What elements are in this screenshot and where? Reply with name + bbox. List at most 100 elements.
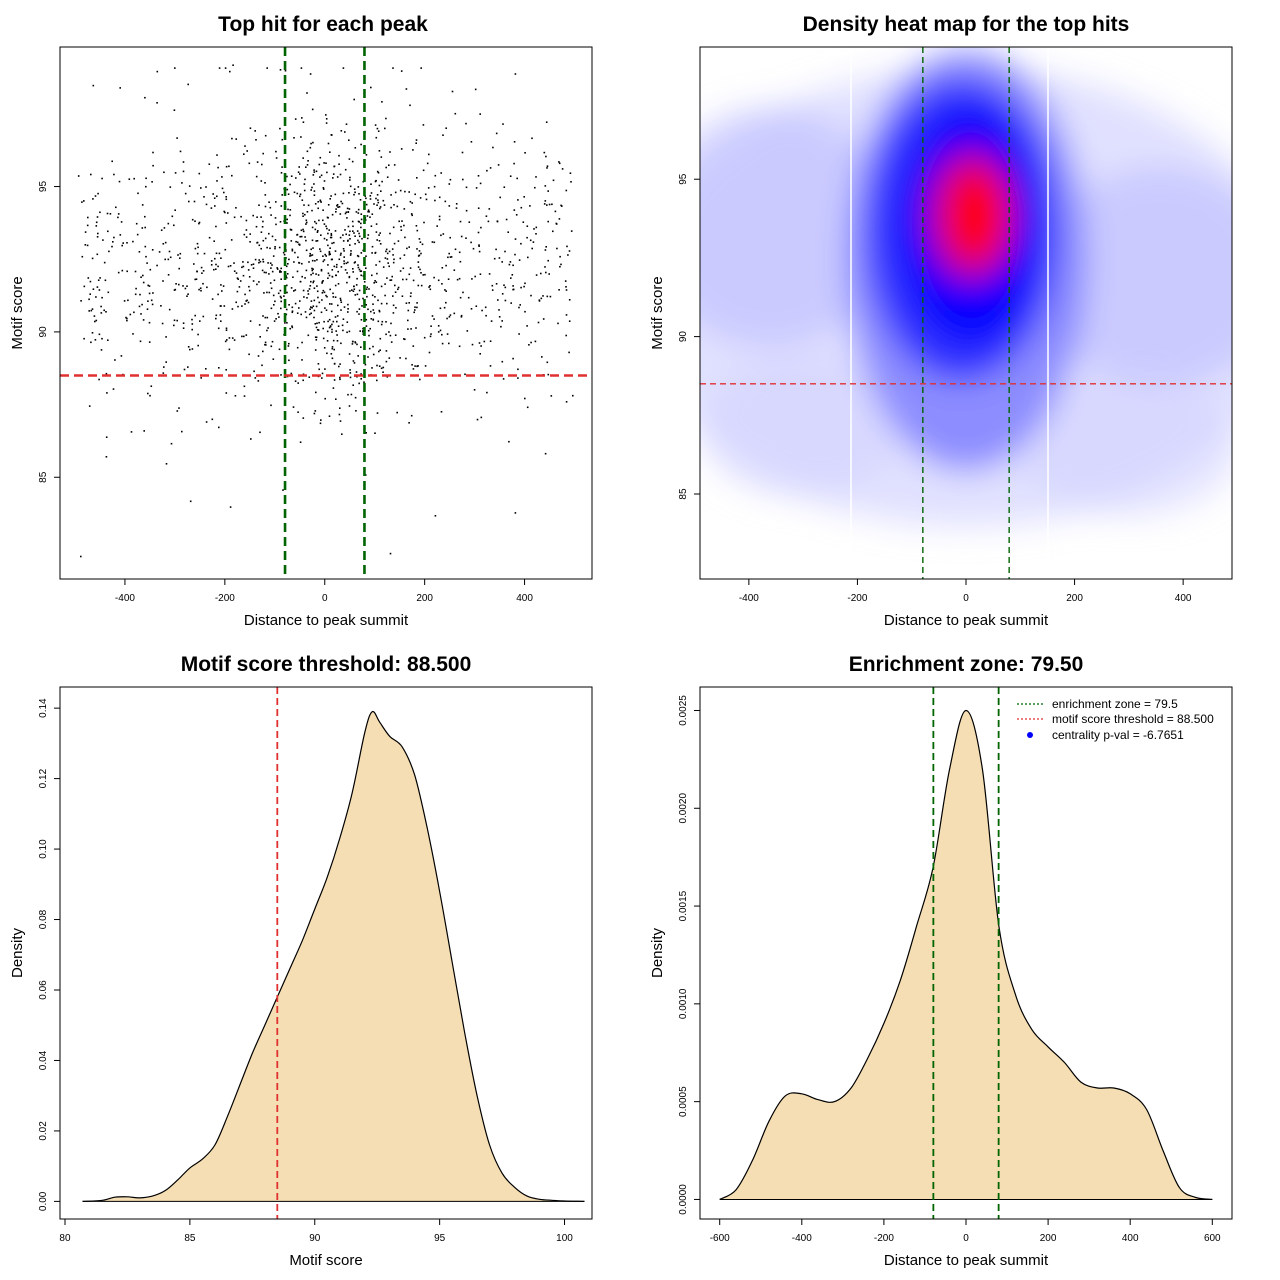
scatter-point: [373, 282, 375, 284]
scatter-point: [336, 340, 339, 342]
heatmap-y-tick-label: 90: [678, 331, 689, 343]
scatter-point: [380, 285, 383, 288]
scatter-point: [259, 336, 261, 338]
scatter-point: [187, 346, 190, 348]
scatter-point: [315, 336, 318, 339]
scatter-point: [260, 180, 263, 182]
scatter-point: [106, 212, 109, 215]
scatter-point: [365, 197, 367, 200]
scatter-point: [310, 306, 312, 308]
scatter-point: [90, 341, 92, 344]
scatter-point: [86, 244, 89, 247]
scatter-point: [147, 392, 149, 395]
scatter-point: [168, 308, 171, 311]
scatter-point: [397, 179, 400, 181]
scatter-point: [347, 311, 349, 313]
scatter-point: [324, 397, 326, 400]
scatter-point: [518, 333, 520, 335]
scatter-point: [314, 336, 317, 338]
scatter-point: [374, 252, 376, 254]
scatter-point: [132, 240, 134, 243]
scatter-point: [409, 267, 412, 269]
scatter-point: [205, 421, 208, 423]
scatter-point: [378, 240, 381, 242]
scatter-point: [232, 64, 234, 66]
scatter-point: [374, 296, 376, 298]
scatter-point: [360, 252, 363, 254]
scatter-point: [283, 295, 285, 297]
scatter-y-tick-label: 90: [38, 326, 49, 338]
scatter-point: [235, 138, 237, 140]
scatter-point: [224, 67, 227, 69]
scatter-point: [367, 210, 369, 213]
scatter-point: [419, 268, 421, 271]
scatter-point: [333, 165, 335, 168]
scatter-point: [94, 339, 97, 341]
scatter-point: [264, 194, 267, 196]
scatter-point: [493, 257, 496, 260]
scatter-point: [156, 264, 158, 267]
scatter-point: [346, 321, 349, 323]
scatter-point: [412, 149, 414, 151]
scatter-point: [280, 267, 282, 270]
scatter-point: [368, 347, 371, 350]
scatter-point: [324, 368, 326, 370]
scatter-point: [297, 256, 299, 259]
scatter-point: [146, 262, 148, 264]
scatter-point: [90, 309, 93, 312]
scatter-point: [80, 555, 82, 558]
scatter-point: [274, 217, 277, 219]
scatter-point: [479, 273, 482, 275]
scatter-point: [498, 309, 500, 311]
heatmap-image: [700, 47, 1232, 579]
scatter-point: [345, 123, 348, 125]
scatter-point: [296, 346, 299, 349]
scatter-point: [385, 360, 388, 363]
scatter-point: [458, 345, 461, 348]
scatter-point: [178, 407, 180, 409]
scatter-point: [357, 239, 359, 242]
scatter-point: [502, 123, 504, 125]
scatter-point: [313, 183, 315, 185]
scatter-point: [386, 277, 388, 279]
scatter-point: [264, 343, 266, 346]
scatter-point: [263, 292, 265, 294]
scatter-point: [350, 393, 353, 396]
scatter-point: [264, 316, 267, 319]
scatter-point: [125, 316, 127, 319]
scatter-point: [377, 299, 379, 302]
scatter-point: [326, 227, 328, 230]
scatter-point: [371, 367, 373, 369]
scatter-point: [334, 284, 337, 287]
scatter-point: [281, 166, 283, 168]
scatter-point: [551, 203, 553, 206]
scatter-point: [399, 357, 401, 359]
scatter-point: [391, 275, 393, 278]
scatter-point: [289, 327, 291, 330]
scatter-point: [317, 230, 319, 232]
scatter-point: [321, 282, 323, 284]
scatter-point: [96, 253, 99, 256]
scatter-point: [262, 220, 264, 223]
scatter-point: [379, 206, 382, 208]
scatter-point: [347, 211, 350, 213]
scatter-point: [197, 246, 199, 249]
scatter-point: [315, 273, 317, 275]
scatter-point: [289, 228, 292, 231]
scatter-point: [475, 305, 478, 307]
scatter-point: [191, 318, 193, 321]
scatter-point: [308, 261, 310, 263]
scatter-point: [338, 365, 340, 368]
scatter-point: [351, 343, 354, 345]
scatter-point: [408, 422, 410, 424]
scatter-point: [312, 174, 315, 176]
scatter-point: [370, 183, 372, 185]
scatter-point: [298, 243, 300, 246]
scatter-point: [330, 310, 333, 313]
scatter-point: [434, 515, 437, 517]
scatter-point: [266, 291, 268, 294]
scatter-point: [326, 239, 328, 241]
scatter-point: [402, 278, 404, 281]
scatter-point: [243, 335, 245, 338]
